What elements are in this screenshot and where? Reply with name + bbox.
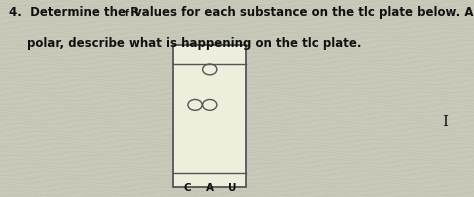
Text: A: A xyxy=(206,183,214,193)
Bar xyxy=(173,45,246,187)
Text: U: U xyxy=(228,183,236,193)
Text: I: I xyxy=(443,115,448,129)
Text: values for each substance on the tlc plate below. Assume the solvent is non-: values for each substance on the tlc pla… xyxy=(130,6,474,19)
Text: f: f xyxy=(125,9,129,18)
Text: 4.  Determine the R: 4. Determine the R xyxy=(9,6,139,19)
Text: polar, describe what is happening on the tlc plate.: polar, describe what is happening on the… xyxy=(27,37,362,50)
Text: C: C xyxy=(184,183,191,193)
